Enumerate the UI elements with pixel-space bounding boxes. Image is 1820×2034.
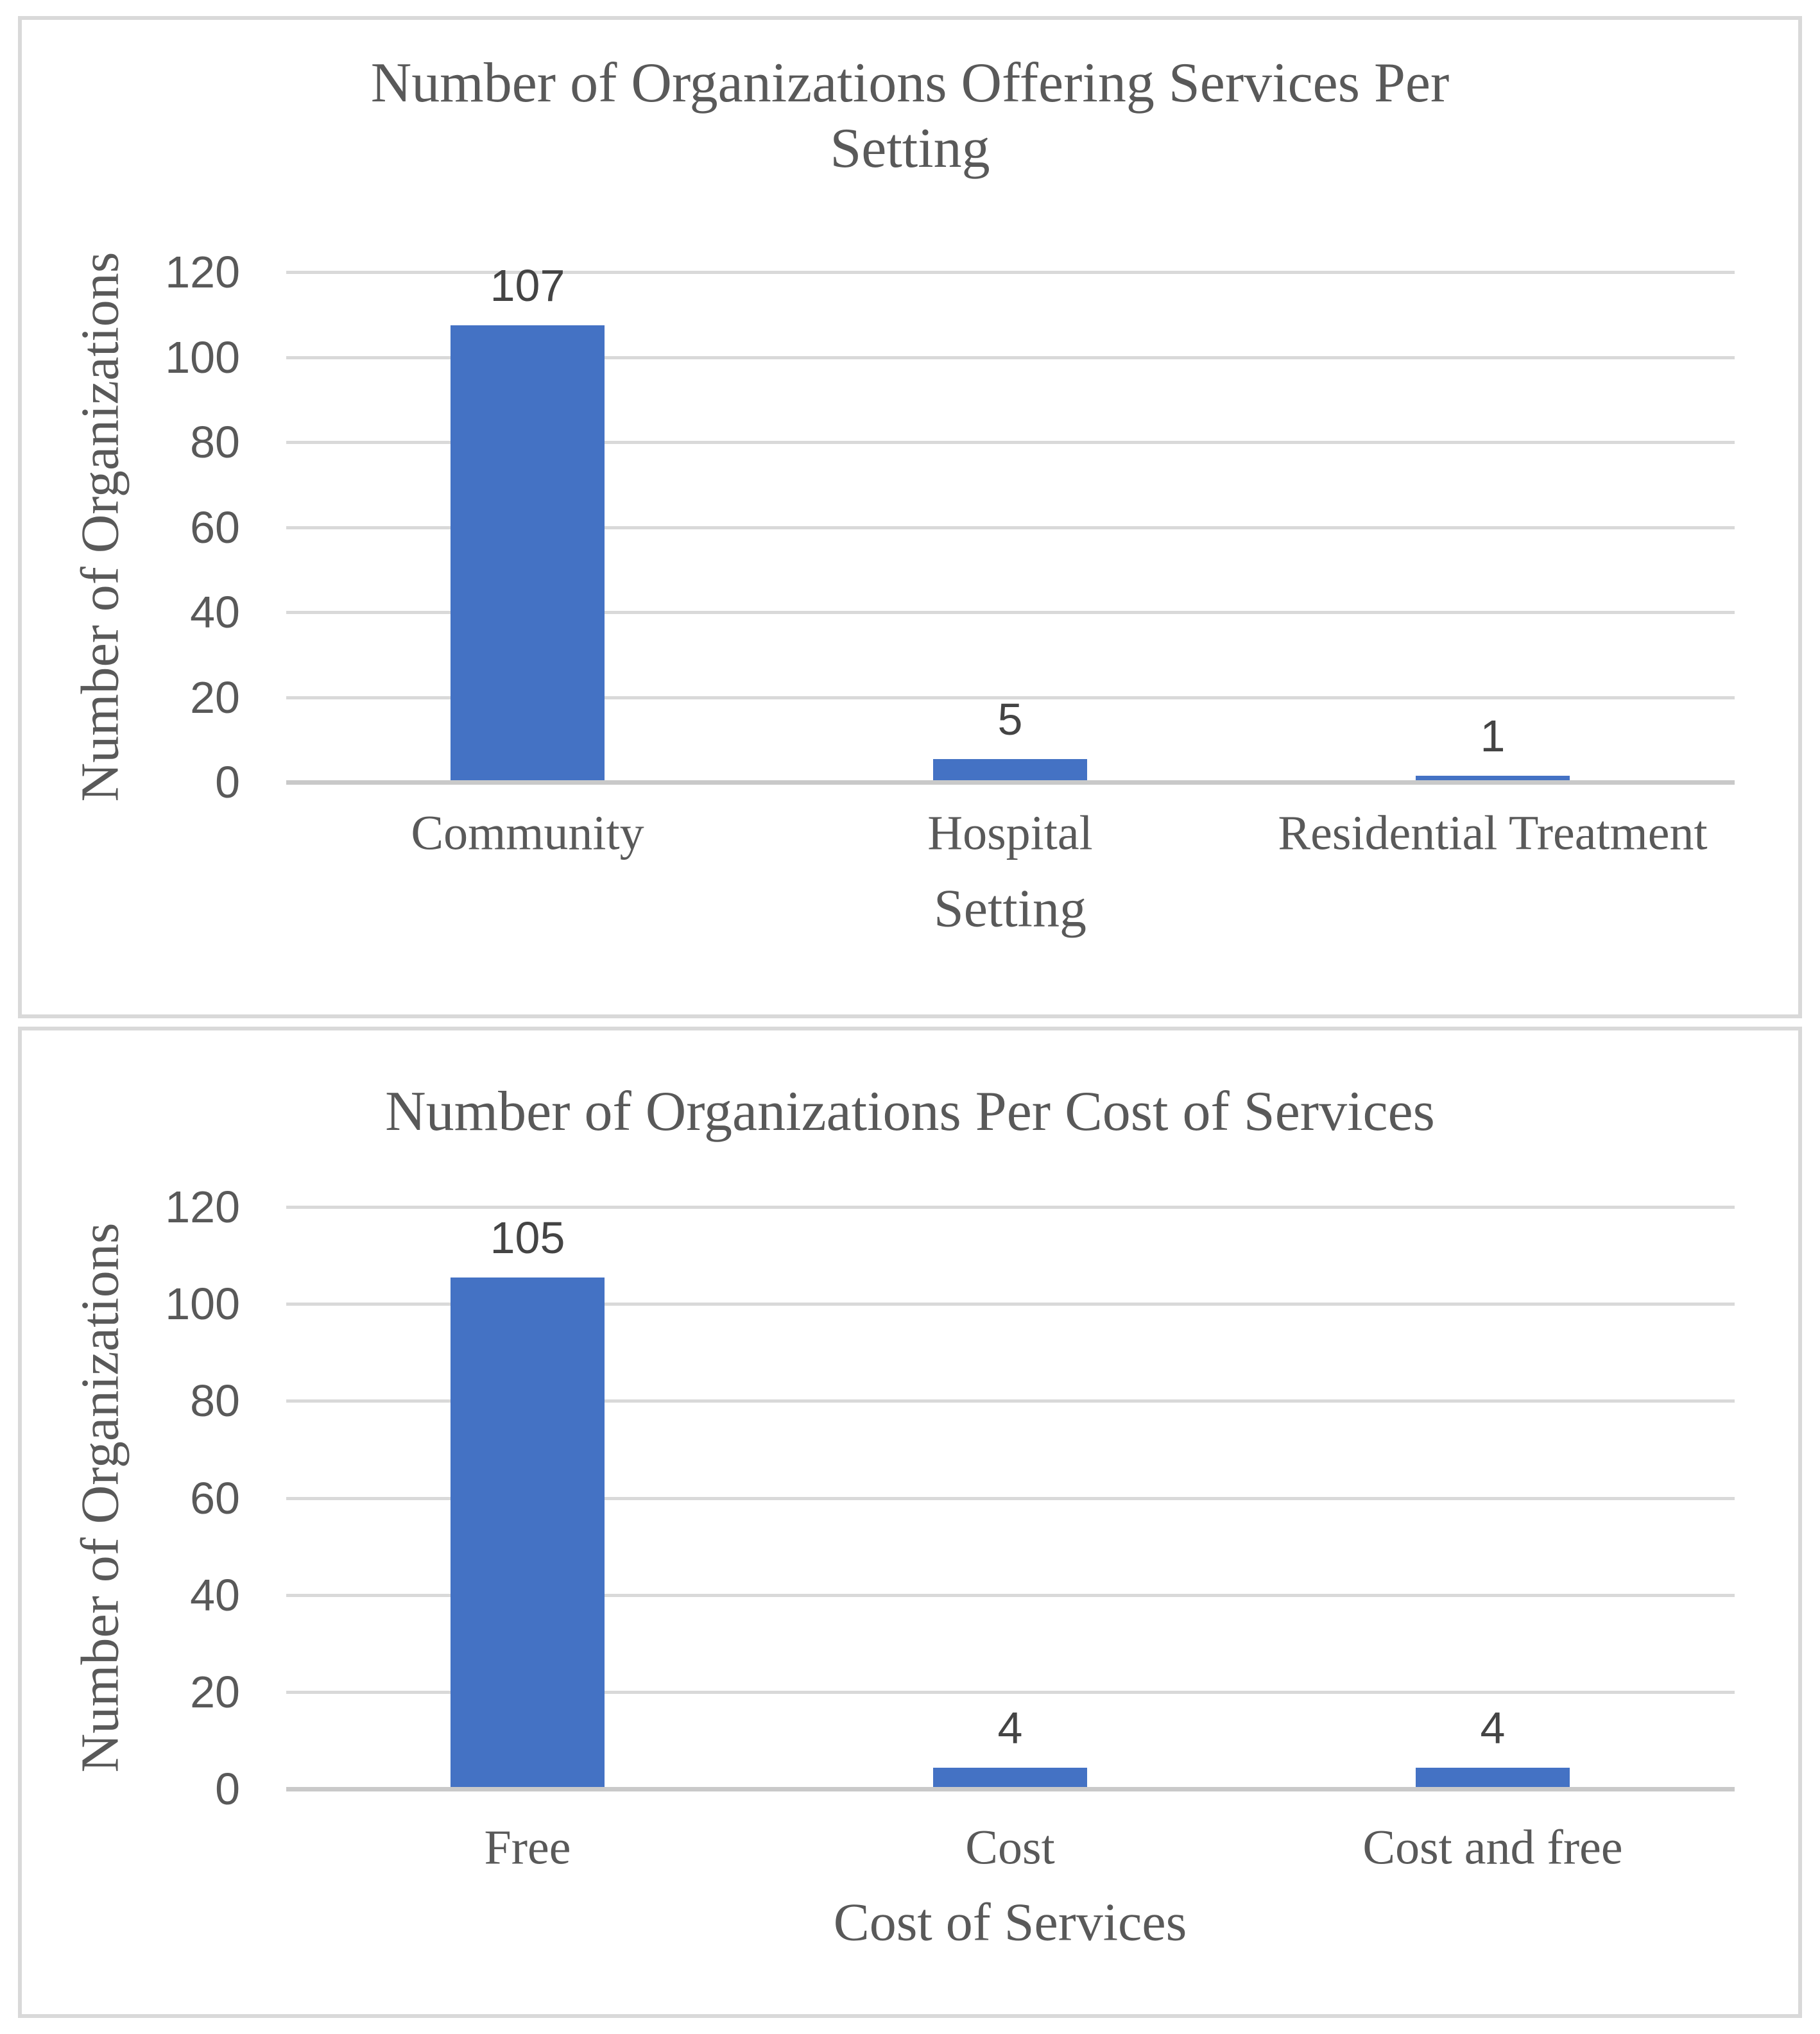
y-tick-label: 60 [190,502,240,552]
gridline [286,355,1735,359]
bar [451,1278,605,1787]
bar [1416,776,1570,780]
y-tick-label: 20 [190,672,240,722]
chart-title-line-2: Setting [830,117,990,180]
bar [933,1768,1087,1787]
y-tick-label: 40 [190,1569,240,1620]
y-tick-label: 20 [190,1666,240,1717]
chart-title-settings: Number of Organizations Offering Service… [22,51,1798,182]
y-tick-label: 80 [190,1376,240,1426]
category-label: Cost and free [1362,1820,1623,1875]
category-label: Free [484,1820,571,1875]
chart-title-line-1: Number of Organizations Offering Service… [370,52,1450,114]
category-label: Residential Treatment [1278,806,1708,860]
gridline [286,1496,1735,1500]
bar-value-label: 5 [997,694,1023,744]
gridline [286,696,1735,699]
gridline [286,526,1735,529]
plot-area-settings: 0 20 40 60 80 100 120 107 Community 5 Hospital 1 Res… [22,20,1798,1014]
gridline [286,611,1735,614]
bar [933,759,1087,780]
y-tick-label: 120 [165,247,240,297]
x-axis-line [286,780,1735,785]
category-label: Community [411,806,644,860]
y-tick-label: 40 [190,587,240,637]
category-label: Hospital [927,806,1093,860]
plot-area-cost: 0 20 40 60 80 100 120 105 Free 4 Cost 4 Cost and fre… [22,1030,1798,2014]
category-label: Cost [965,1820,1055,1875]
x-axis-title-cost: Cost of Services [833,1892,1187,1953]
chart-title-line-1: Number of Organizations Per Cost of Serv… [385,1081,1435,1143]
gridline [286,1399,1735,1403]
bar-value-label: 4 [997,1703,1023,1753]
bar-value-label: 107 [490,261,565,311]
y-tick-label: 60 [190,1473,240,1523]
gridline [286,1690,1735,1694]
bar [451,325,605,780]
bar-value-label: 1 [1480,711,1506,761]
gridline [286,441,1735,444]
x-axis-title-settings: Setting [933,878,1087,939]
bar-value-label: 4 [1480,1703,1506,1753]
bar [1416,1768,1570,1787]
y-tick-label: 100 [165,1279,240,1329]
y-tick-label: 120 [165,1182,240,1232]
gridline [286,1206,1735,1209]
chart-panel-settings: Number of Organizations Offering Service… [18,16,1802,1018]
y-tick-label: 0 [215,757,240,807]
x-axis-line [286,1787,1735,1791]
chart-panel-cost: Number of Organizations Per Cost of Serv… [18,1027,1802,2018]
gridline [286,271,1735,274]
gridline [286,1303,1735,1306]
gridline [286,1593,1735,1597]
bar-value-label: 105 [490,1213,565,1263]
chart-title-cost: Number of Organizations Per Cost of Serv… [22,1079,1798,1145]
y-tick-label: 0 [215,1764,240,1814]
y-tick-label: 100 [165,332,240,382]
y-tick-label: 80 [190,417,240,467]
